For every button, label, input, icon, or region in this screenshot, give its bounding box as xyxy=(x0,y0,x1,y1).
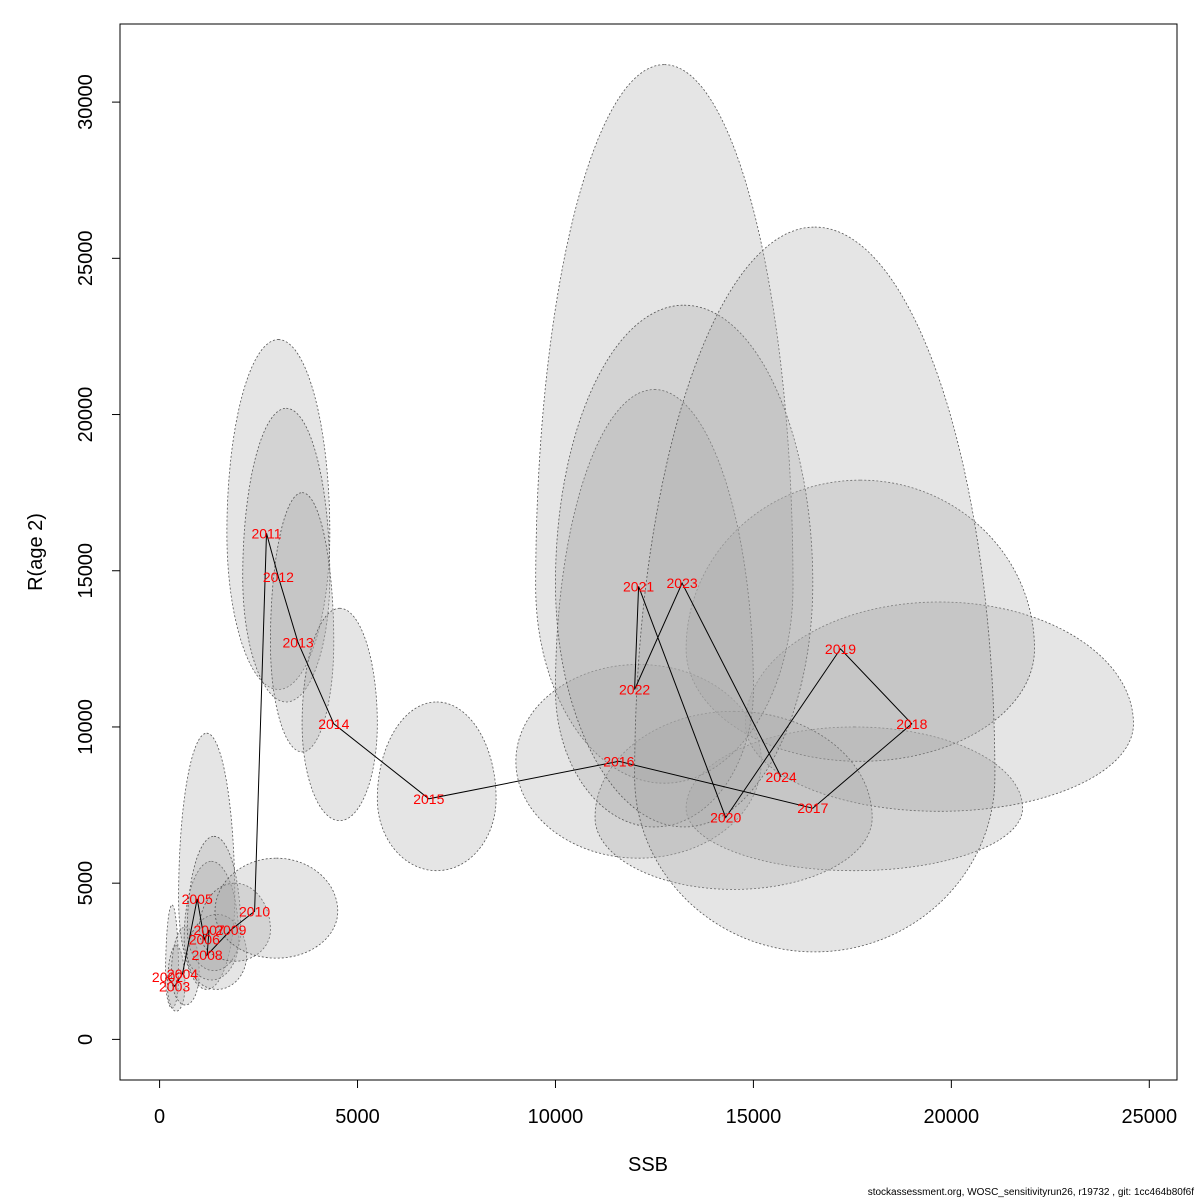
confidence-ellipse-2021 xyxy=(535,64,794,784)
confidence-ellipse-2008 xyxy=(186,914,248,990)
year-label-2007: 2007 xyxy=(194,922,225,938)
year-label-2020: 2020 xyxy=(710,810,741,826)
year-label-2006: 2006 xyxy=(189,931,220,947)
year-label-2002: 2002 xyxy=(152,969,183,985)
year-label-2004: 2004 xyxy=(167,966,198,982)
year-label-2008: 2008 xyxy=(192,947,223,963)
confidence-ellipse-2024 xyxy=(634,226,996,953)
year-label-2024: 2024 xyxy=(766,769,797,785)
x-axis-title: SSB xyxy=(628,1154,668,1176)
confidence-ellipse-2014 xyxy=(301,607,378,822)
year-label-2010: 2010 xyxy=(239,903,270,919)
year-label-2017: 2017 xyxy=(797,800,828,816)
x-tick-label: 15000 xyxy=(726,1106,782,1128)
y-tick-label: 30000 xyxy=(75,74,97,130)
year-label-2005: 2005 xyxy=(182,891,213,907)
y-tick-label: 25000 xyxy=(75,231,97,287)
year-label-2015: 2015 xyxy=(413,791,444,807)
x-tick-label: 25000 xyxy=(1121,1106,1177,1128)
y-tick-label: 10000 xyxy=(75,699,97,755)
confidence-ellipse-2007 xyxy=(186,835,242,972)
y-tick-label: 0 xyxy=(75,1034,97,1045)
footer-credit: stockassessment.org, WOSC_sensitivityrun… xyxy=(867,1187,1194,1198)
year-label-2009: 2009 xyxy=(215,922,246,938)
y-tick-label: 20000 xyxy=(75,387,97,443)
year-label-2023: 2023 xyxy=(667,575,698,591)
year-label-2003: 2003 xyxy=(159,978,190,994)
confidence-ellipse-2023 xyxy=(555,304,814,828)
confidence-ellipse-2012 xyxy=(242,407,331,703)
ellipse-layer xyxy=(165,64,1134,1012)
year-label-2021: 2021 xyxy=(623,578,654,594)
confidence-ellipse-2017 xyxy=(685,726,1024,872)
confidence-ellipse-2018 xyxy=(745,601,1134,812)
y-tick-label: 15000 xyxy=(75,543,97,599)
y-tick-label: 5000 xyxy=(75,861,97,906)
x-axis: 0 5000 10000 15000 20000 25000 xyxy=(154,1079,1177,1128)
series-line xyxy=(167,533,913,988)
confidence-ellipse-2010 xyxy=(214,857,339,959)
year-label-2018: 2018 xyxy=(896,716,927,732)
x-tick-label: 0 xyxy=(154,1106,165,1128)
confidence-ellipse-2006 xyxy=(183,860,240,981)
year-label-2012: 2012 xyxy=(263,569,294,585)
year-label-2019: 2019 xyxy=(825,641,856,657)
year-label-2011: 2011 xyxy=(251,525,281,541)
y-axis-title: R(age 2) xyxy=(25,513,47,591)
confidence-ellipse-2020 xyxy=(594,710,873,890)
y-axis: 0 5000 10000 15000 20000 25000 30000 xyxy=(75,74,121,1045)
year-label-2014: 2014 xyxy=(318,716,349,732)
confidence-ellipse-2009 xyxy=(198,882,271,962)
x-tick-label: 5000 xyxy=(335,1106,380,1128)
confidence-ellipse-2015 xyxy=(376,701,497,872)
x-tick-label: 20000 xyxy=(924,1106,980,1128)
x-tick-label: 10000 xyxy=(528,1106,584,1128)
confidence-ellipse-2022 xyxy=(555,389,754,828)
year-label-2016: 2016 xyxy=(603,753,634,769)
confidence-ellipse-2005 xyxy=(178,732,236,990)
year-label-2013: 2013 xyxy=(283,635,314,651)
confidence-ellipse-2011 xyxy=(226,339,331,690)
confidence-ellipse-2004 xyxy=(171,926,200,1006)
confidence-ellipse-2016 xyxy=(515,664,762,859)
year-label-2022: 2022 xyxy=(619,682,650,698)
